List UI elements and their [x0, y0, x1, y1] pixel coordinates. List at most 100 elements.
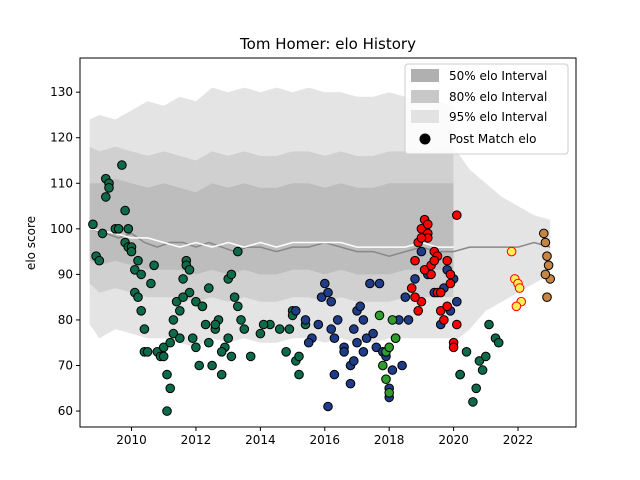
post-match-point [184, 287, 195, 298]
mean-elo-line [89, 228, 551, 257]
post-match-point [358, 347, 369, 357]
x-tick-label: 2010 [116, 433, 147, 447]
legend: 50% elo Interval 80% elo Interval 95% el… [404, 63, 569, 155]
post-match-point [204, 337, 214, 348]
post-match-point [435, 306, 446, 316]
post-match-point [162, 369, 172, 380]
trend-lines [89, 228, 551, 257]
legend-marker-dot [419, 133, 431, 145]
post-match-point [133, 292, 143, 303]
post-match-point [349, 356, 359, 366]
post-match-point [239, 324, 250, 334]
post-match-point [329, 333, 340, 344]
post-match-point [413, 306, 424, 316]
post-match-point [168, 315, 179, 325]
post-match-point [171, 296, 182, 307]
legend-label-post-match: Post Match elo [449, 132, 536, 146]
post-match-point [410, 292, 420, 303]
post-match-point [339, 347, 349, 357]
y-tick-label: 70 [58, 359, 73, 373]
post-match-point [216, 347, 227, 357]
post-match-point [332, 315, 343, 325]
legend-label-95: 95% elo Interval [449, 110, 547, 124]
post-match-point [175, 306, 185, 316]
post-match-point [452, 296, 462, 307]
post-match-point [384, 388, 395, 398]
post-match-point [281, 347, 291, 357]
post-match-point [403, 315, 414, 325]
post-match-point [104, 183, 114, 193]
x-axis-ticks: 2010 2012 2014 2016 2018 2020 2022 [116, 427, 533, 447]
post-match-point [165, 383, 175, 394]
y-axis-label: elo score [24, 216, 38, 270]
y-tick-label: 90 [58, 267, 73, 281]
post-match-point [136, 269, 146, 280]
post-match-point [236, 315, 246, 325]
post-match-point [461, 347, 472, 357]
post-match-point [158, 351, 169, 362]
post-match-point [387, 315, 398, 325]
post-match-point [123, 224, 134, 234]
post-match-point [316, 292, 327, 303]
post-match-point [540, 237, 551, 248]
post-match-point [94, 255, 105, 266]
post-match-point [539, 228, 549, 239]
post-match-point [303, 337, 314, 348]
post-match-point [245, 351, 256, 362]
post-match-point [390, 333, 401, 344]
post-match-point [194, 360, 204, 371]
median-elo-line [89, 228, 454, 248]
post-match-point [97, 228, 108, 239]
post-match-point [158, 342, 169, 353]
y-tick-label: 110 [50, 176, 73, 190]
post-match-point [384, 342, 395, 353]
post-match-point [381, 374, 391, 385]
post-match-point [187, 333, 198, 344]
post-match-point [493, 337, 504, 348]
post-match-point [313, 319, 324, 330]
post-match-point [162, 406, 172, 416]
post-match-point [540, 269, 551, 280]
post-match-point [416, 246, 427, 257]
x-tick-label: 2020 [438, 433, 469, 447]
post-match-point [320, 278, 330, 289]
post-match-point [133, 255, 143, 266]
post-match-point [423, 219, 433, 230]
post-match-point [471, 383, 482, 394]
post-match-point [146, 278, 156, 289]
post-match-point [139, 324, 150, 334]
post-match-point [416, 233, 427, 243]
post-match-point [474, 356, 485, 366]
post-match-point [210, 319, 221, 330]
post-match-point [191, 296, 201, 307]
post-match-point [387, 365, 398, 375]
post-match-point [429, 255, 440, 266]
post-match-point [204, 283, 214, 293]
post-match-point [216, 369, 227, 380]
post-match-point [419, 265, 430, 275]
post-match-point [349, 324, 359, 334]
post-match-point [368, 328, 378, 339]
band-50-interval [89, 178, 454, 275]
post-match-point [511, 301, 522, 312]
legend-swatch-50 [411, 69, 439, 82]
post-match-point [165, 337, 175, 348]
post-match-point [323, 401, 333, 412]
post-match-point [284, 324, 295, 334]
post-match-point [358, 315, 369, 325]
post-match-point [117, 160, 127, 170]
post-match-point [361, 333, 372, 344]
x-tick-label: 2012 [181, 433, 212, 447]
post-match-point [184, 265, 195, 275]
post-match-point [410, 274, 420, 284]
post-match-point [397, 360, 407, 371]
post-match-point [229, 292, 240, 303]
post-match-point [371, 342, 382, 353]
post-match-point [207, 360, 217, 371]
chart-title: Tom Homer: elo History [239, 35, 416, 53]
post-match-point [294, 351, 304, 362]
post-match-point [200, 319, 211, 330]
post-match-point [323, 287, 333, 298]
post-match-point [149, 260, 159, 271]
